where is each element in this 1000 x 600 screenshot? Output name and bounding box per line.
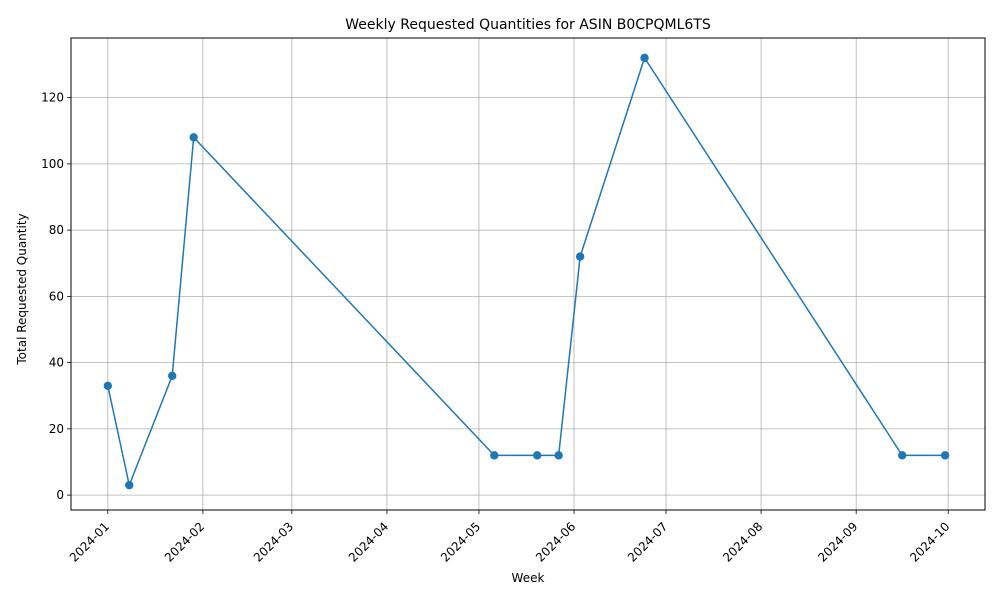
x-tick-label: 2024-03 [251, 519, 296, 564]
y-tick-label: 120 [41, 91, 64, 105]
y-tick-label: 20 [49, 422, 64, 436]
x-tick-label: 2024-07 [625, 519, 670, 564]
x-tick-label: 2024-05 [438, 519, 483, 564]
grid [71, 38, 985, 510]
data-point [125, 480, 134, 490]
data-point [554, 451, 563, 460]
data-point [575, 252, 585, 261]
data-point [189, 133, 198, 142]
x-tick-label: 2024-01 [67, 519, 112, 564]
y-axis-ticks: 0 20 40 60 80 100 120 [41, 91, 71, 502]
data-point [940, 451, 950, 460]
y-tick-label: 100 [41, 157, 64, 171]
x-tick-label: 2024-02 [162, 519, 207, 564]
y-tick-label: 0 [56, 488, 64, 502]
data-points [103, 53, 950, 490]
x-tick-label: 2024-09 [815, 519, 860, 564]
x-axis-label: Week [512, 571, 545, 585]
series-line [107, 57, 946, 486]
x-tick-label: 2024-08 [720, 519, 765, 564]
data-point [103, 381, 113, 390]
y-tick-label: 80 [49, 223, 64, 237]
x-tick-label: 2024-04 [346, 519, 391, 564]
plot-frame [70, 37, 986, 511]
x-tick-label: 2024-06 [533, 519, 578, 564]
data-point [897, 451, 907, 460]
data-point [490, 451, 499, 460]
data-point [533, 451, 542, 460]
y-tick-label: 40 [49, 356, 64, 370]
y-tick-label: 60 [49, 289, 64, 303]
y-axis-label: Total Requested Quantity [15, 213, 29, 365]
chart-title: Weekly Requested Quantities for ASIN B0C… [345, 17, 711, 33]
x-tick-label: 2024-10 [907, 519, 952, 564]
data-point [640, 53, 649, 63]
x-axis-ticks: 2024-01 2024-02 2024-03 2024-04 2024-05 2024-… [67, 510, 953, 565]
data-point [168, 371, 177, 381]
series-line-group [107, 57, 946, 486]
